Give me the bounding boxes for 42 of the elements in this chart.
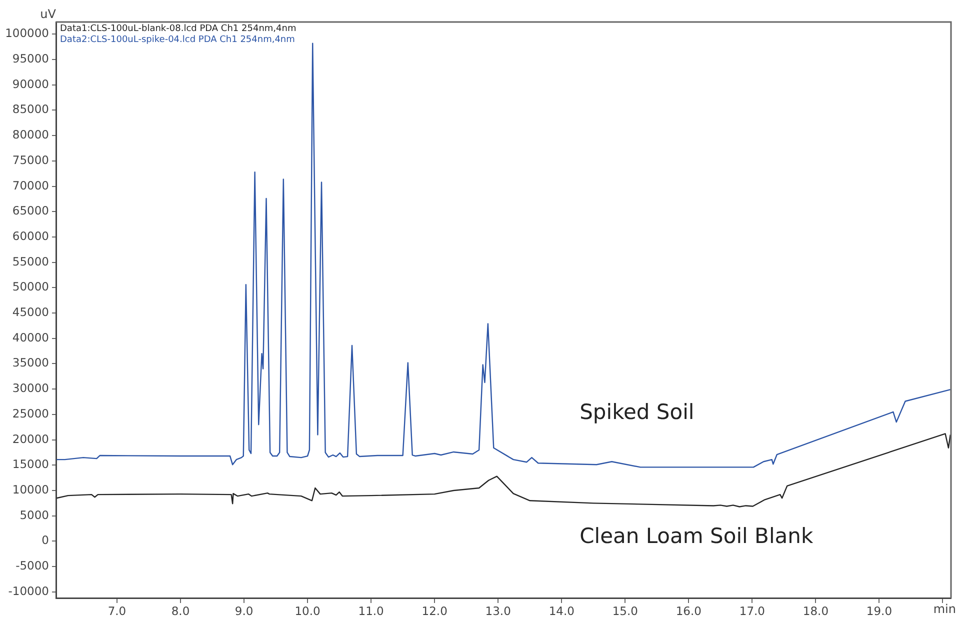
y-tick-label: 100000 — [5, 26, 49, 40]
y-tick-label: 80000 — [12, 128, 49, 142]
y-tick-label: 85000 — [12, 102, 49, 116]
y-tick-label: 20000 — [12, 432, 49, 446]
y-tick-label: 5000 — [20, 508, 49, 522]
x-tick-label: 18.0 — [802, 604, 829, 618]
x-tick-label: 16.0 — [676, 604, 702, 618]
y-tick-label: 15000 — [12, 457, 49, 472]
y-tick-label: 35000 — [12, 356, 49, 370]
annotation: Clean Loam Soil Blank — [580, 524, 814, 548]
x-tick-label: 7.0 — [108, 604, 126, 618]
x-tick-label: 9.0 — [234, 604, 254, 618]
y-tick-label: 65000 — [12, 204, 49, 218]
y-tick-label: 60000 — [12, 228, 49, 243]
x-tick-label: 13.0 — [485, 604, 511, 618]
x-tick-label: 15.0 — [612, 604, 638, 618]
y-tick-label: 75000 — [12, 152, 49, 167]
x-tick-label: 12.0 — [422, 604, 448, 618]
y-tick-label: 95000 — [12, 52, 49, 66]
y-tick-label: 25000 — [12, 406, 49, 420]
x-tick-label: 10.0 — [294, 604, 320, 618]
x-tick-label: 11.0 — [358, 604, 384, 618]
x-tick-label: 17.0 — [739, 604, 765, 618]
x-tick-label: 14.0 — [548, 604, 574, 618]
y-tick-label: 70000 — [12, 178, 49, 192]
series-label: Data2:CLS-100uL-spike-04.lcd PDA Ch1 254nm,4nm — [60, 34, 295, 45]
x-tick-label: 8.0 — [171, 604, 190, 618]
annotation: Spiked Soil — [580, 400, 694, 424]
y-axis-title: uV — [40, 7, 57, 22]
x-tick-label: 19.0 — [866, 604, 892, 618]
y-tick-label: 50000 — [12, 280, 49, 294]
y-tick-label: 90000 — [12, 76, 49, 91]
x-axis-title: min — [933, 602, 956, 616]
y-tick-label: 55000 — [12, 254, 49, 268]
y-tick-label: 40000 — [12, 330, 49, 344]
y-tick-label: -10000 — [8, 584, 49, 598]
y-tick-label: 0 — [42, 533, 49, 548]
y-tick-label: 30000 — [12, 381, 49, 396]
y-tick-label: -5000 — [16, 558, 49, 573]
y-tick-label: 45000 — [12, 305, 49, 320]
y-tick-label: 10000 — [12, 482, 49, 496]
text: Data1:CLS-100uL-blank-08.lcd PDA Ch1 254nm,4nm — [60, 24, 296, 34]
